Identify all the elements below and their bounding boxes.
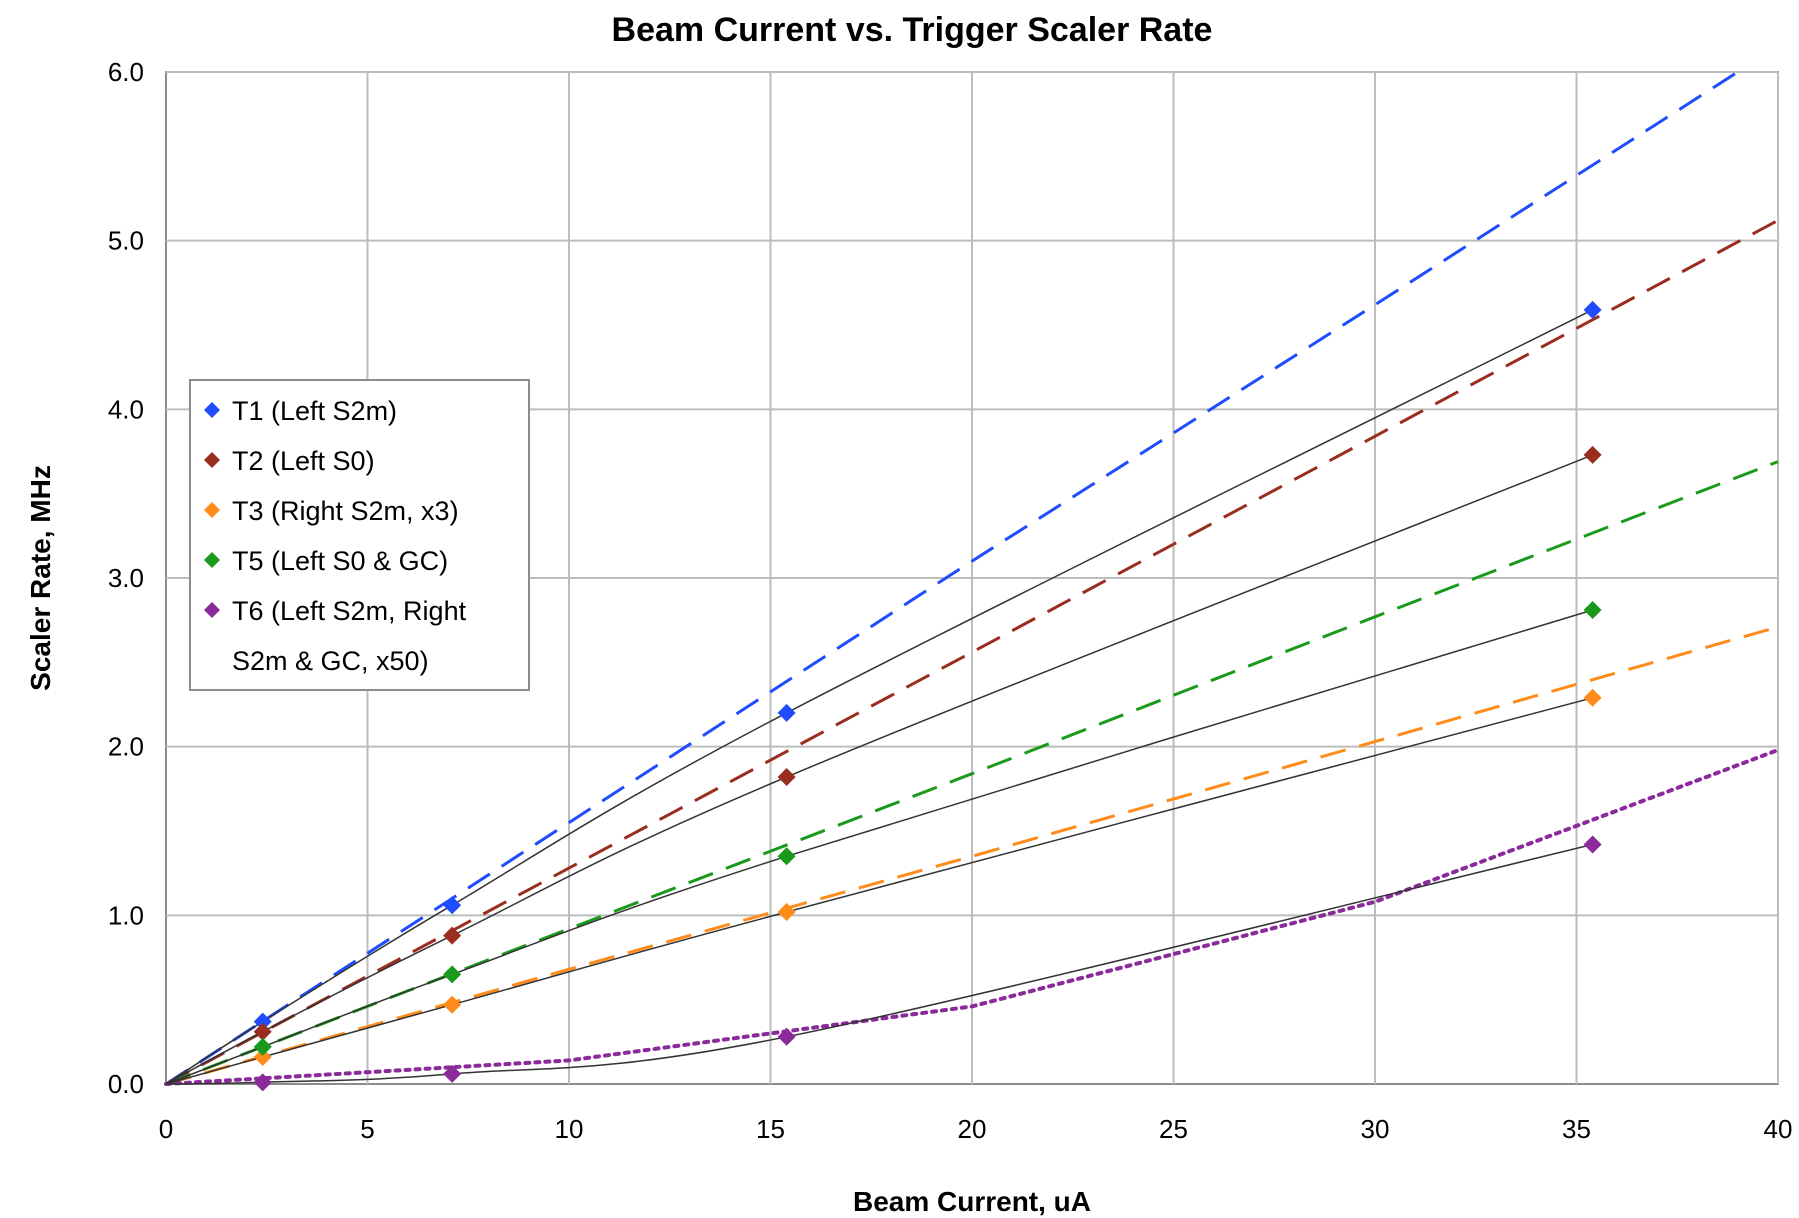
data-point-series-4: [1583, 601, 1602, 620]
trend-line-series-1: [165, 70, 1739, 1086]
x-tick-label: 15: [756, 1114, 785, 1144]
legend-marker-series-2: [204, 452, 220, 468]
y-tick-label: 1.0: [108, 900, 144, 930]
data-point-series-4: [777, 847, 796, 866]
x-tick-label: 20: [958, 1114, 987, 1144]
y-tick-label: 3.0: [108, 563, 144, 593]
y-tick-label: 2.0: [108, 732, 144, 762]
x-axis-label: Beam Current, uA: [853, 1186, 1091, 1217]
data-point-series-1: [253, 1012, 272, 1031]
data-point-series-2: [777, 768, 796, 787]
legend: T1 (Left S2m) T2 (Left S0) T3 (Right S2m, …: [189, 379, 530, 691]
data-point-series-1: [777, 703, 796, 722]
data-point-series-5: [777, 1027, 796, 1046]
data-point-series-3: [253, 1048, 272, 1067]
data-point-series-4: [443, 965, 462, 984]
axis-ticks: 0 5 10 15 20 25 30 35 40 0.0 1.0 2.0 3.0 4.0 5.0 6.0: [108, 57, 1793, 1144]
legend-label-series-2: T2 (Left S0): [232, 446, 375, 476]
legend-marker-series-4: [204, 552, 220, 568]
x-tick-label: 5: [360, 1114, 374, 1144]
data-point-series-5: [253, 1073, 272, 1092]
data-point-series-2: [443, 926, 462, 945]
x-tick-label: 25: [1159, 1114, 1188, 1144]
y-tick-label: 5.0: [108, 226, 144, 256]
trend-line-series-5: [164, 748, 1780, 1086]
data-point-series-3: [1583, 688, 1602, 707]
legend-label-series-3: T3 (Right S2m, x3): [232, 496, 459, 526]
x-tick-label: 35: [1562, 1114, 1591, 1144]
legend-box: [189, 379, 530, 691]
data-point-series-1: [443, 896, 462, 915]
data-point-series-1: [1583, 300, 1602, 319]
y-axis-label: Scaler Rate, MHz: [25, 465, 56, 691]
data-points: [253, 300, 1602, 1092]
data-point-series-5: [443, 1064, 462, 1083]
data-point-series-3: [777, 902, 796, 921]
data-point-series-3: [443, 995, 462, 1014]
legend-marker-series-3: [204, 502, 220, 518]
y-tick-label: 6.0: [108, 57, 144, 87]
data-point-series-2: [1583, 445, 1602, 464]
legend-label-series-5: T6 (Left S2m, Right: [232, 596, 467, 626]
trend-line-series-2: [165, 219, 1779, 1086]
chart-title: Beam Current vs. Trigger Scaler Rate: [612, 11, 1213, 49]
data-point-series-4: [253, 1037, 272, 1056]
y-tick-label: 0.0: [108, 1069, 144, 1099]
x-tick-label: 10: [555, 1114, 584, 1144]
legend-marker-series-5: [204, 602, 220, 618]
data-point-series-5: [1583, 835, 1602, 854]
legend-label-series-5: S2m & GC, x50): [232, 646, 429, 676]
legend-marker-series-1: [204, 402, 220, 418]
x-tick-label: 0: [159, 1114, 173, 1144]
data-point-series-2: [253, 1022, 272, 1041]
legend-label-series-1: T1 (Left S2m): [232, 396, 397, 426]
x-tick-label: 30: [1361, 1114, 1390, 1144]
x-tick-label: 40: [1764, 1114, 1793, 1144]
legend-label-series-4: T5 (Left S0 & GC): [232, 546, 448, 576]
y-tick-label: 4.0: [108, 394, 144, 424]
